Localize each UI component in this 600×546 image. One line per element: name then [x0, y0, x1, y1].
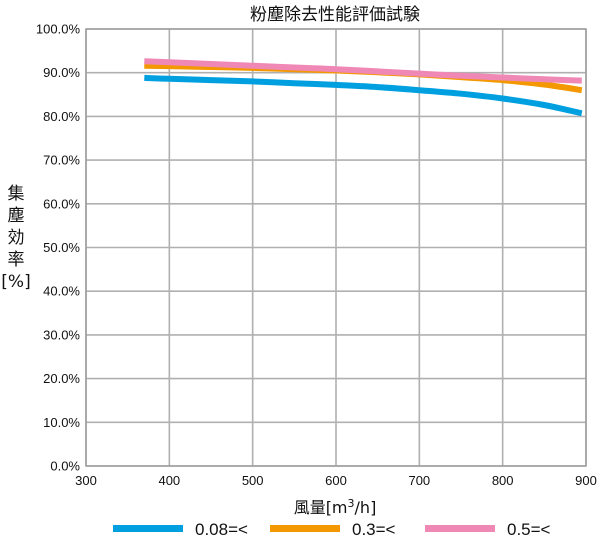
y-tick-label: 50.0%: [43, 240, 80, 255]
legend-label: 0.3=<: [352, 520, 396, 539]
x-axis-label-superscript: 3: [348, 497, 355, 510]
legend-label: 0.5=<: [507, 520, 551, 539]
legend-label: 0.08=<: [195, 520, 248, 539]
y-tick-label: 10.0%: [43, 415, 80, 430]
grid-layer: [85, 28, 587, 467]
y-tick-label: 90.0%: [43, 65, 80, 80]
series-line-0.08=<: [144, 74, 583, 117]
y-tick-label: 40.0%: [43, 284, 80, 299]
x-tick-label: 400: [158, 473, 180, 488]
legend-swatch: [113, 525, 183, 532]
y-axis-label-char: [%]: [1, 272, 30, 292]
legend-swatch: [270, 525, 340, 532]
x-axis-label: 風量[m3/h]: [294, 497, 377, 517]
y-tick-label: 100.0%: [36, 22, 81, 37]
series-layer: [144, 58, 583, 117]
y-axis-ticks: 0.0% 10.0% 20.0% 30.0% 40.0% 50.0% 60.0% 70.0% 8…: [36, 22, 81, 474]
y-axis-label-char: 集: [8, 184, 25, 204]
x-axis-label-tail: /h]: [355, 498, 377, 517]
x-tick-label: 500: [242, 473, 264, 488]
y-axis-label-char: 塵: [8, 206, 25, 226]
x-tick-label: 700: [408, 473, 430, 488]
x-axis-label-main: 風量[m: [294, 498, 348, 517]
y-tick-label: 60.0%: [43, 196, 80, 211]
y-tick-label: 80.0%: [43, 109, 80, 124]
y-tick-label: 0.0%: [50, 459, 80, 474]
x-axis-ticks: 300 400 500 600 700 800 900: [75, 473, 597, 488]
x-tick-label: 800: [492, 473, 514, 488]
y-tick-label: 20.0%: [43, 371, 80, 386]
x-tick-label: 300: [75, 473, 97, 488]
y-axis-label-char: 効: [8, 228, 25, 248]
plot-frame: [85, 28, 587, 467]
x-tick-label: 900: [575, 473, 597, 488]
y-tick-label: 30.0%: [43, 327, 80, 342]
y-tick-label: 70.0%: [43, 153, 80, 168]
chart-title: 粉塵除去性能評価試験: [250, 5, 420, 25]
legend-swatch: [425, 525, 495, 532]
legend: 0.08=< 0.3=< 0.5=<: [113, 520, 551, 539]
y-axis-label-char: 率: [8, 250, 25, 270]
series-line-0.5=<: [144, 58, 582, 84]
x-tick-label: 600: [325, 473, 347, 488]
